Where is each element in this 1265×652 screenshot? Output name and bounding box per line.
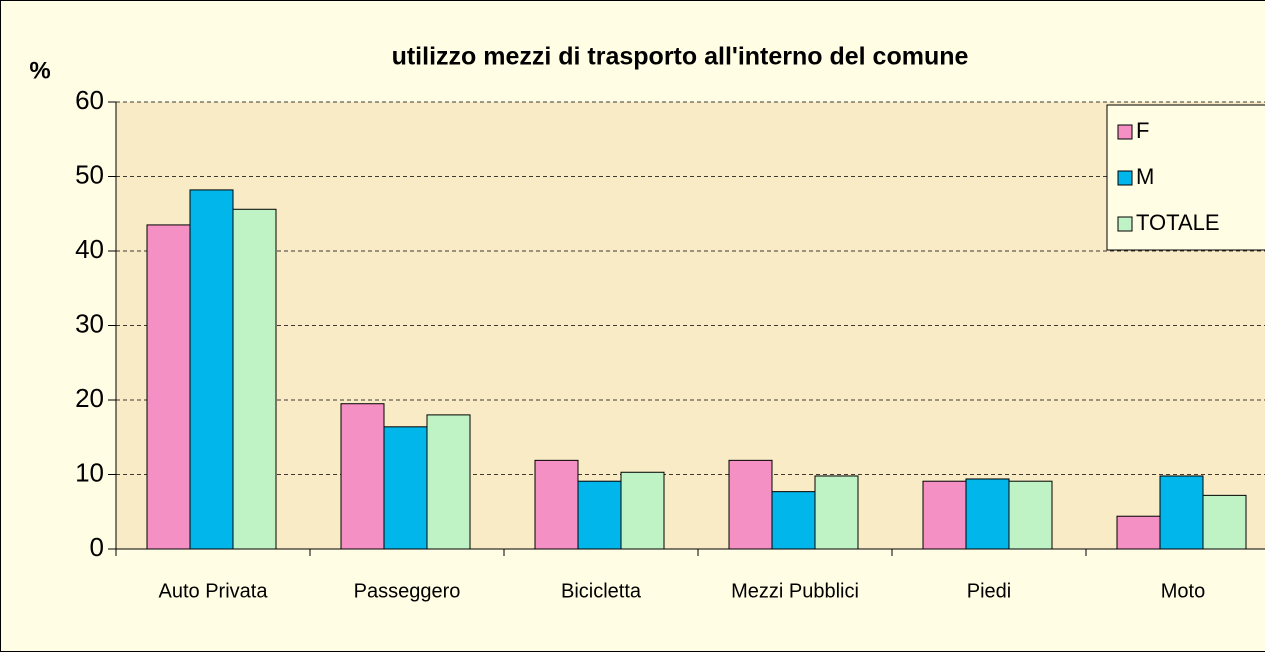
bar <box>771 491 816 550</box>
bar <box>1116 515 1161 550</box>
y-tick-label: 20 <box>75 383 104 413</box>
y-tick-label: 60 <box>75 85 104 115</box>
y-axis-label: % <box>29 57 50 84</box>
bar <box>426 414 471 550</box>
y-tick-label: 50 <box>75 159 104 189</box>
legend-swatch <box>1117 170 1133 186</box>
bar <box>1202 494 1247 550</box>
y-tick-label: 30 <box>75 308 104 338</box>
chart-title: utilizzo mezzi di trasporto all'interno … <box>392 43 969 71</box>
y-tick-label: 40 <box>75 234 104 264</box>
legend-label: TOTALE <box>1136 210 1220 235</box>
bar <box>146 224 191 550</box>
bar <box>232 208 277 550</box>
x-tick-label: Auto Privata <box>159 580 269 602</box>
y-tick-label: 0 <box>90 532 104 562</box>
y-tick-label: 10 <box>75 457 104 487</box>
x-tick-label: Bicicletta <box>561 580 642 602</box>
bar <box>814 475 859 550</box>
bar <box>189 189 234 550</box>
bar <box>534 459 579 550</box>
bar <box>340 403 385 550</box>
bar <box>620 471 665 550</box>
bar <box>1008 480 1053 550</box>
x-tick-label: Passeggero <box>354 580 461 602</box>
legend-label: F <box>1136 118 1149 143</box>
bar <box>383 426 428 550</box>
legend-swatch <box>1117 124 1133 140</box>
bar <box>577 480 622 550</box>
bar <box>728 459 773 550</box>
bar <box>1159 475 1204 550</box>
x-tick-label: Moto <box>1161 580 1205 602</box>
x-tick-label: Mezzi Pubblici <box>731 580 859 602</box>
bar <box>922 480 967 550</box>
legend-swatch <box>1117 216 1133 232</box>
legend-box <box>1106 104 1265 251</box>
legend-label: M <box>1136 164 1154 189</box>
bar <box>965 478 1010 550</box>
x-tick-label: Piedi <box>967 580 1011 602</box>
